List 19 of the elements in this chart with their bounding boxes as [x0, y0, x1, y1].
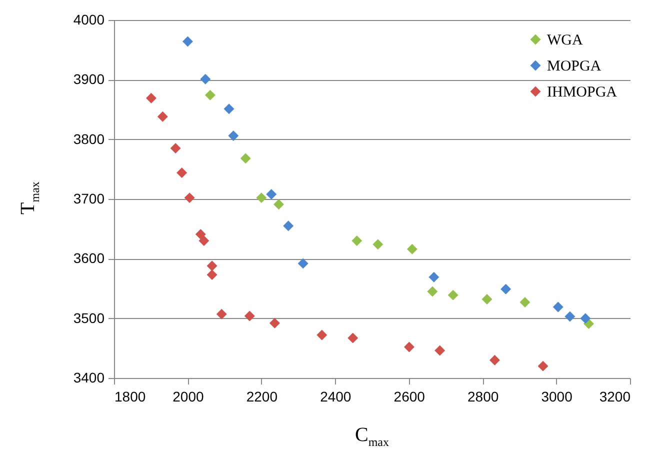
- legend-label: IHMOPGA: [547, 84, 618, 100]
- y-tick-label: 4000: [73, 12, 105, 28]
- x-axis-title: C$_{max}$: [354, 424, 390, 450]
- y-tick-label: 3900: [73, 71, 105, 88]
- legend-label: WGA: [547, 32, 583, 48]
- y-tick-label: 3500: [73, 310, 105, 326]
- x-tick-label: 2400: [320, 388, 352, 404]
- y-tick-label: 3700: [73, 190, 105, 206]
- x-tick-label: 2200: [246, 388, 278, 404]
- x-tick-label: 3200: [599, 388, 631, 404]
- x-tick-label: 2600: [394, 388, 426, 404]
- y-tick-label: 3400: [73, 370, 105, 386]
- x-tick-label: 2800: [467, 388, 499, 404]
- legend-label: MOPGA: [547, 58, 602, 74]
- x-tick-label: 1800: [114, 388, 146, 404]
- y-tick-label: 3600: [73, 250, 105, 266]
- y-tick-label: 3800: [73, 130, 105, 147]
- x-tick-label: 2000: [172, 388, 204, 404]
- x-tick-label: 3000: [541, 388, 573, 404]
